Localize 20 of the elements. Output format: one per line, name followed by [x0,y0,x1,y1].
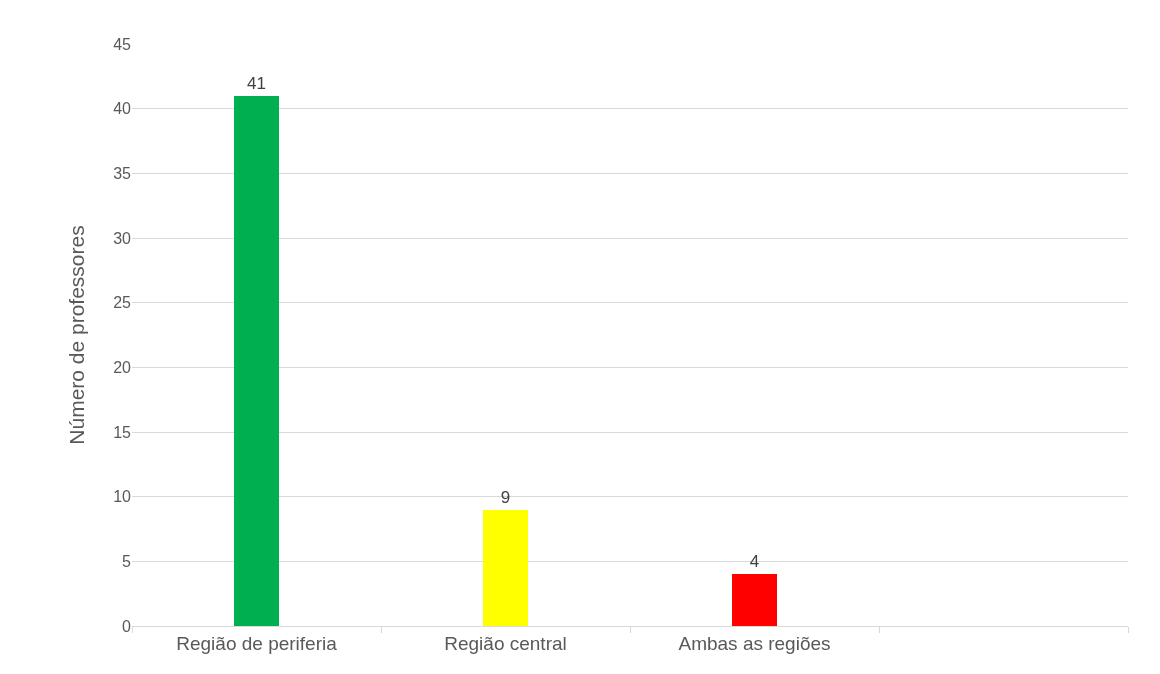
y-tick-label: 10 [113,488,132,506]
y-tick-label: 45 [113,35,132,53]
y-tick-label: 30 [113,229,132,247]
bar [732,574,777,626]
y-tick-label: 15 [113,423,132,441]
bar [234,96,279,626]
x-tick-label: Região de periferia [176,632,338,654]
y-tick-label: 40 [113,100,132,118]
y-tick-label: 0 [122,617,132,635]
data-label: 9 [500,488,511,507]
y-tick-label: 35 [113,164,132,182]
x-tick-label: Ambas as regiões [678,632,831,654]
y-tick-label: 25 [113,294,132,312]
y-axis-title: Número de professores [65,225,89,445]
y-tick-label: 5 [122,552,132,570]
x-tick-label: Região central [444,632,567,654]
y-tick-label: 20 [113,358,132,376]
bar [483,510,528,626]
data-label: 41 [247,74,266,93]
data-label: 4 [749,552,760,571]
